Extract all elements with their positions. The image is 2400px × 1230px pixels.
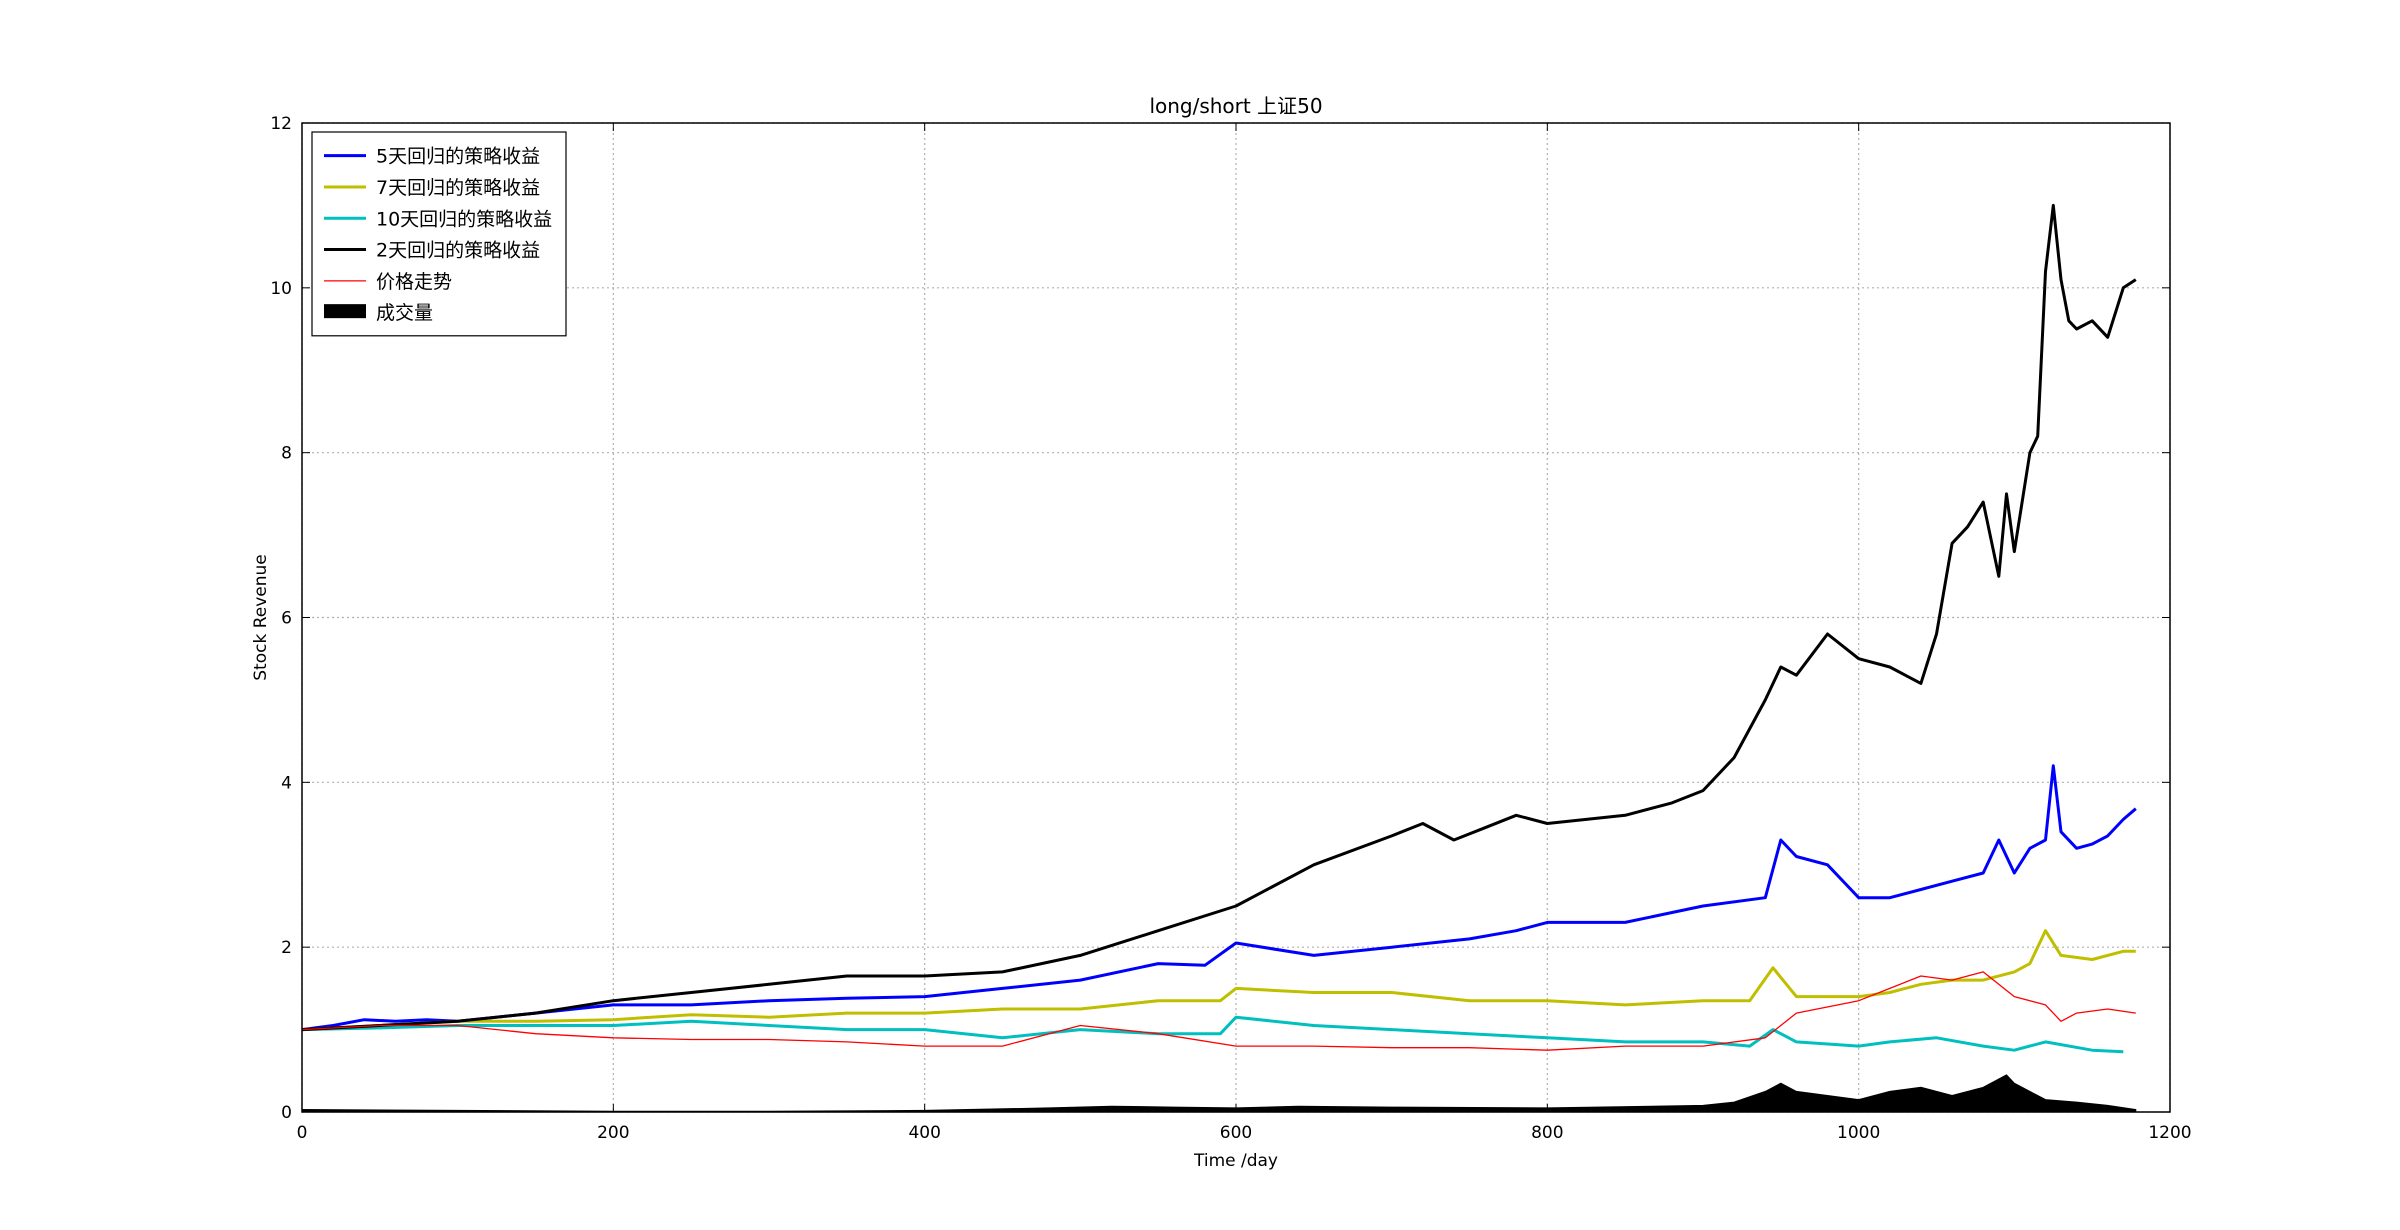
x-tick-label: 400: [908, 1123, 940, 1143]
x-tick-label: 800: [1531, 1123, 1563, 1143]
series-line-1: [301, 929, 2136, 1032]
series-line-4: [301, 971, 2136, 1051]
y-tick-label: 8: [281, 444, 292, 464]
legend-swatch: [324, 304, 366, 319]
series-line-2: [301, 1015, 2124, 1054]
legend-label: 7天回归的策略收益: [376, 177, 540, 199]
x-tick-label: 1000: [1837, 1123, 1880, 1143]
y-tick-label: 6: [281, 609, 292, 629]
legend-label: 成交量: [376, 302, 433, 324]
y-tick-label: 10: [270, 279, 292, 299]
legend: 5天回归的策略收益 7天回归的策略收益 10天回归的策略收益 2天回归的策略收益价格走…: [311, 131, 567, 337]
legend-label: 5天回归的策略收益: [376, 146, 540, 168]
y-tick-label: 4: [281, 773, 292, 793]
legend-label: 2天回归的策略收益: [376, 240, 540, 262]
volume-area-layer: [301, 1074, 2137, 1113]
axis-ticks: 0 200 400 600 800 1000 1200 0 2 4 6 8 10 12: [270, 114, 2191, 1143]
legend-label: 10天回归的策略收益: [376, 208, 552, 230]
series-line-0: [301, 764, 2137, 1032]
x-tick-label: 1200: [2148, 1123, 2191, 1143]
series-volume-area: [301, 1074, 2137, 1113]
chart-title: long/short 上证50: [1149, 94, 1322, 118]
legend-box: [311, 131, 567, 337]
x-tick-label: 0: [297, 1123, 308, 1143]
y-tick-label: 0: [281, 1103, 292, 1123]
x-tick-label: 200: [597, 1123, 629, 1143]
series-lines-layer: [301, 203, 2137, 1054]
y-tick-label: 2: [281, 938, 292, 958]
y-tick-label: 12: [270, 114, 292, 134]
x-axis-label: Time /day: [1193, 1151, 1278, 1171]
legend-label: 价格走势: [376, 271, 452, 293]
y-axis-label: Stock Revenue: [251, 554, 271, 681]
series-line-3: [301, 203, 2137, 1032]
x-tick-label: 600: [1220, 1123, 1252, 1143]
